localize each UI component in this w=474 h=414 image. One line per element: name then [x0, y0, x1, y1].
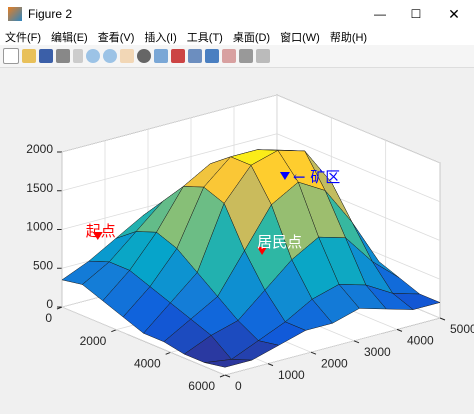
annotation-marker — [257, 246, 268, 255]
tick-mark — [353, 340, 360, 344]
menu-bar: 文件(F) 编辑(E) 查看(V) 插入(I) 工具(T) 桌面(D) 窗口(W) 帮助(H) — [0, 28, 474, 45]
z-tick-label: 1500 — [26, 181, 53, 195]
link-icon[interactable] — [188, 49, 202, 63]
menu-item[interactable]: 查看(V) — [97, 31, 135, 44]
x-tick-label: 4000 — [134, 357, 161, 371]
y-tick-label: 5000 — [450, 322, 474, 336]
z-tick-label: 1000 — [26, 220, 53, 234]
grid-line — [61, 306, 226, 376]
tick-mark — [396, 328, 403, 332]
minimize-button[interactable]: — — [374, 7, 386, 21]
title-bar: Figure 2 — ☐ ✕ — [0, 0, 474, 28]
pointer-icon[interactable] — [73, 49, 83, 63]
annotation-label: ← 矿区 — [293, 168, 340, 186]
x-tick-label: 6000 — [188, 379, 215, 393]
tick-mark — [219, 374, 226, 378]
new-icon[interactable] — [3, 48, 19, 64]
tick-mark — [224, 374, 231, 378]
tick-mark — [439, 317, 446, 321]
annotation-label: 居民点 — [257, 233, 302, 251]
y-tick-label: 1000 — [278, 368, 305, 382]
menu-item[interactable]: 编辑(E) — [51, 31, 88, 44]
annotation-marker — [279, 172, 290, 181]
tick-mark — [267, 363, 274, 367]
pan-icon[interactable] — [120, 49, 134, 63]
app-icon — [8, 7, 22, 21]
tick-mark — [165, 351, 171, 355]
x-tick-label: 0 — [45, 311, 52, 325]
colorbar-icon[interactable] — [205, 49, 219, 63]
z-tick-label: 500 — [33, 258, 53, 272]
y-tick-label: 3000 — [364, 345, 391, 359]
tick-mark — [56, 306, 63, 310]
grid-line — [61, 133, 278, 192]
tick-mark — [310, 351, 317, 355]
z-tick-label: 2000 — [26, 142, 53, 156]
close-button[interactable]: ✕ — [448, 5, 460, 22]
print-icon[interactable] — [56, 49, 70, 63]
annotation-marker — [92, 232, 103, 241]
show-tools-icon[interactable] — [256, 49, 270, 63]
save-icon[interactable] — [39, 49, 53, 63]
menu-item[interactable]: 帮助(H) — [329, 31, 368, 44]
y-tick-label: 4000 — [407, 334, 434, 348]
grid-line — [224, 317, 441, 376]
hide-tools-icon[interactable] — [239, 49, 253, 63]
zoom-out-icon[interactable] — [103, 49, 117, 63]
menu-item[interactable]: 插入(I) — [144, 31, 177, 44]
grid-line — [276, 94, 441, 164]
grid-line — [61, 94, 278, 153]
toolbar — [0, 45, 474, 68]
rotate-icon[interactable] — [137, 49, 151, 63]
menu-item[interactable]: 工具(T) — [186, 31, 223, 44]
maximize-button[interactable]: ☐ — [410, 7, 422, 21]
chart: 0 500 1000 1500 2000 0 2000 4000 6000 0 1000 2000 30… — [26, 94, 474, 393]
menu-item[interactable]: 桌面(D) — [232, 31, 271, 44]
zoom-in-icon[interactable] — [86, 49, 100, 63]
y-tick-label: 2000 — [321, 356, 348, 370]
grid-line — [276, 133, 441, 203]
tick-mark — [111, 329, 117, 333]
y-tick-label: 0 — [235, 379, 242, 393]
annotation-label: 起点 — [86, 222, 116, 240]
open-icon[interactable] — [22, 49, 36, 63]
menu-item[interactable]: 文件(F) — [5, 31, 42, 44]
brush-icon[interactable] — [171, 49, 185, 63]
legend-icon[interactable] — [222, 49, 236, 63]
surface-patch — [204, 359, 252, 368]
z-tick-label: 0 — [46, 297, 53, 311]
menu-item[interactable]: 窗口(W) — [280, 31, 320, 44]
window-title: Figure 2 — [28, 7, 73, 21]
x-tick-label: 2000 — [80, 334, 107, 348]
datacursor-icon[interactable] — [154, 49, 168, 63]
